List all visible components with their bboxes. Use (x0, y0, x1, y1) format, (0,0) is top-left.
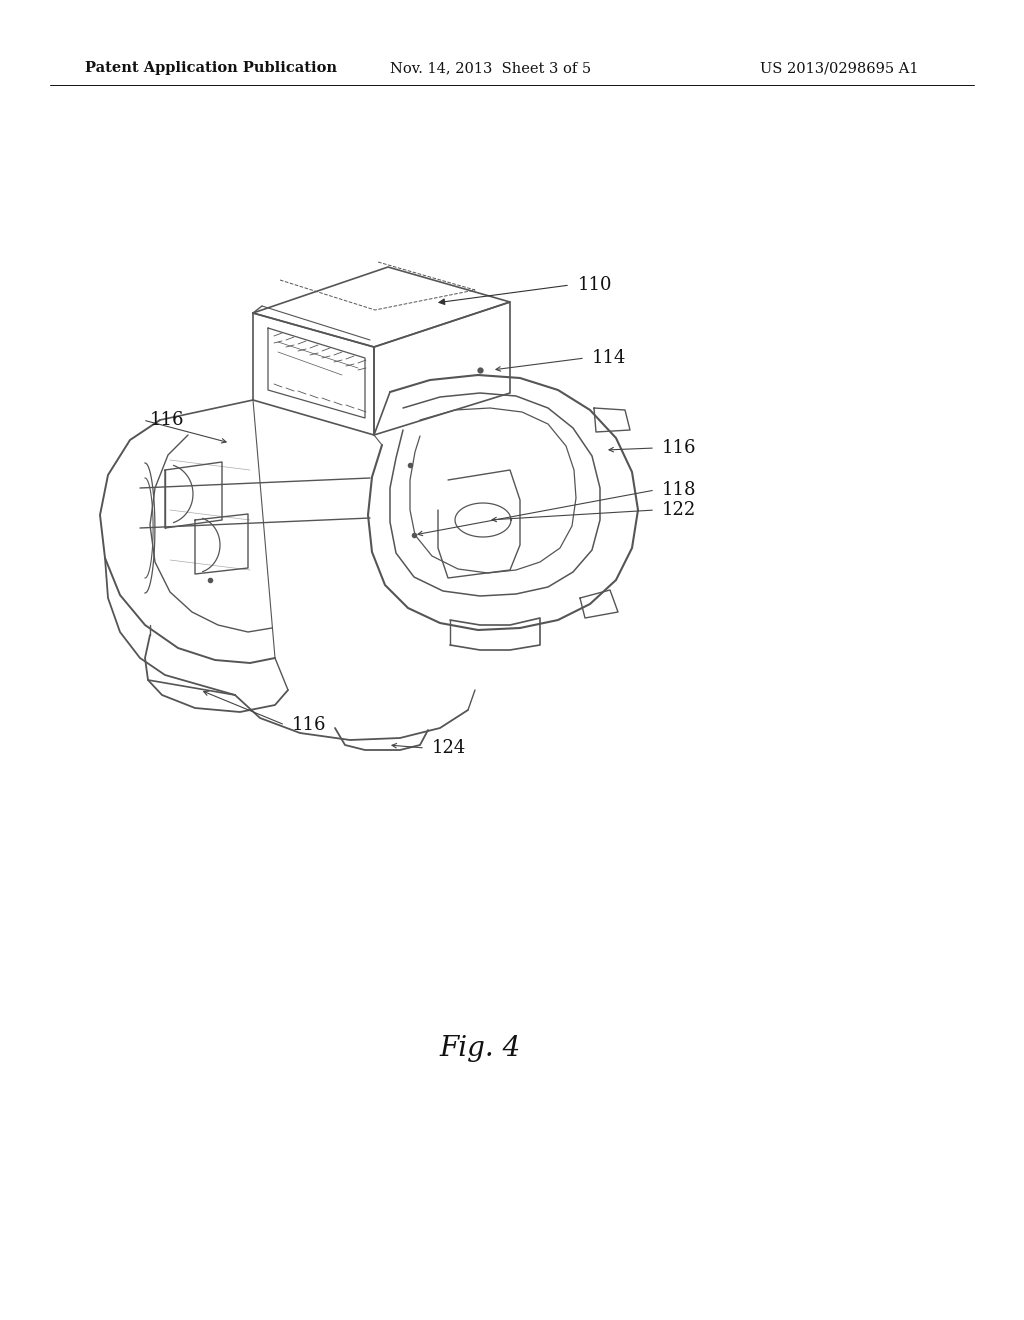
Text: 110: 110 (578, 276, 612, 294)
Text: 124: 124 (432, 739, 466, 756)
Text: 118: 118 (662, 480, 696, 499)
Text: 116: 116 (662, 440, 696, 457)
Text: 116: 116 (150, 411, 184, 429)
Text: 122: 122 (662, 502, 696, 519)
Text: 114: 114 (592, 348, 627, 367)
Text: US 2013/0298695 A1: US 2013/0298695 A1 (760, 61, 919, 75)
Text: 116: 116 (292, 715, 327, 734)
Text: Nov. 14, 2013  Sheet 3 of 5: Nov. 14, 2013 Sheet 3 of 5 (390, 61, 591, 75)
Text: Patent Application Publication: Patent Application Publication (85, 61, 337, 75)
Text: Fig. 4: Fig. 4 (439, 1035, 520, 1061)
